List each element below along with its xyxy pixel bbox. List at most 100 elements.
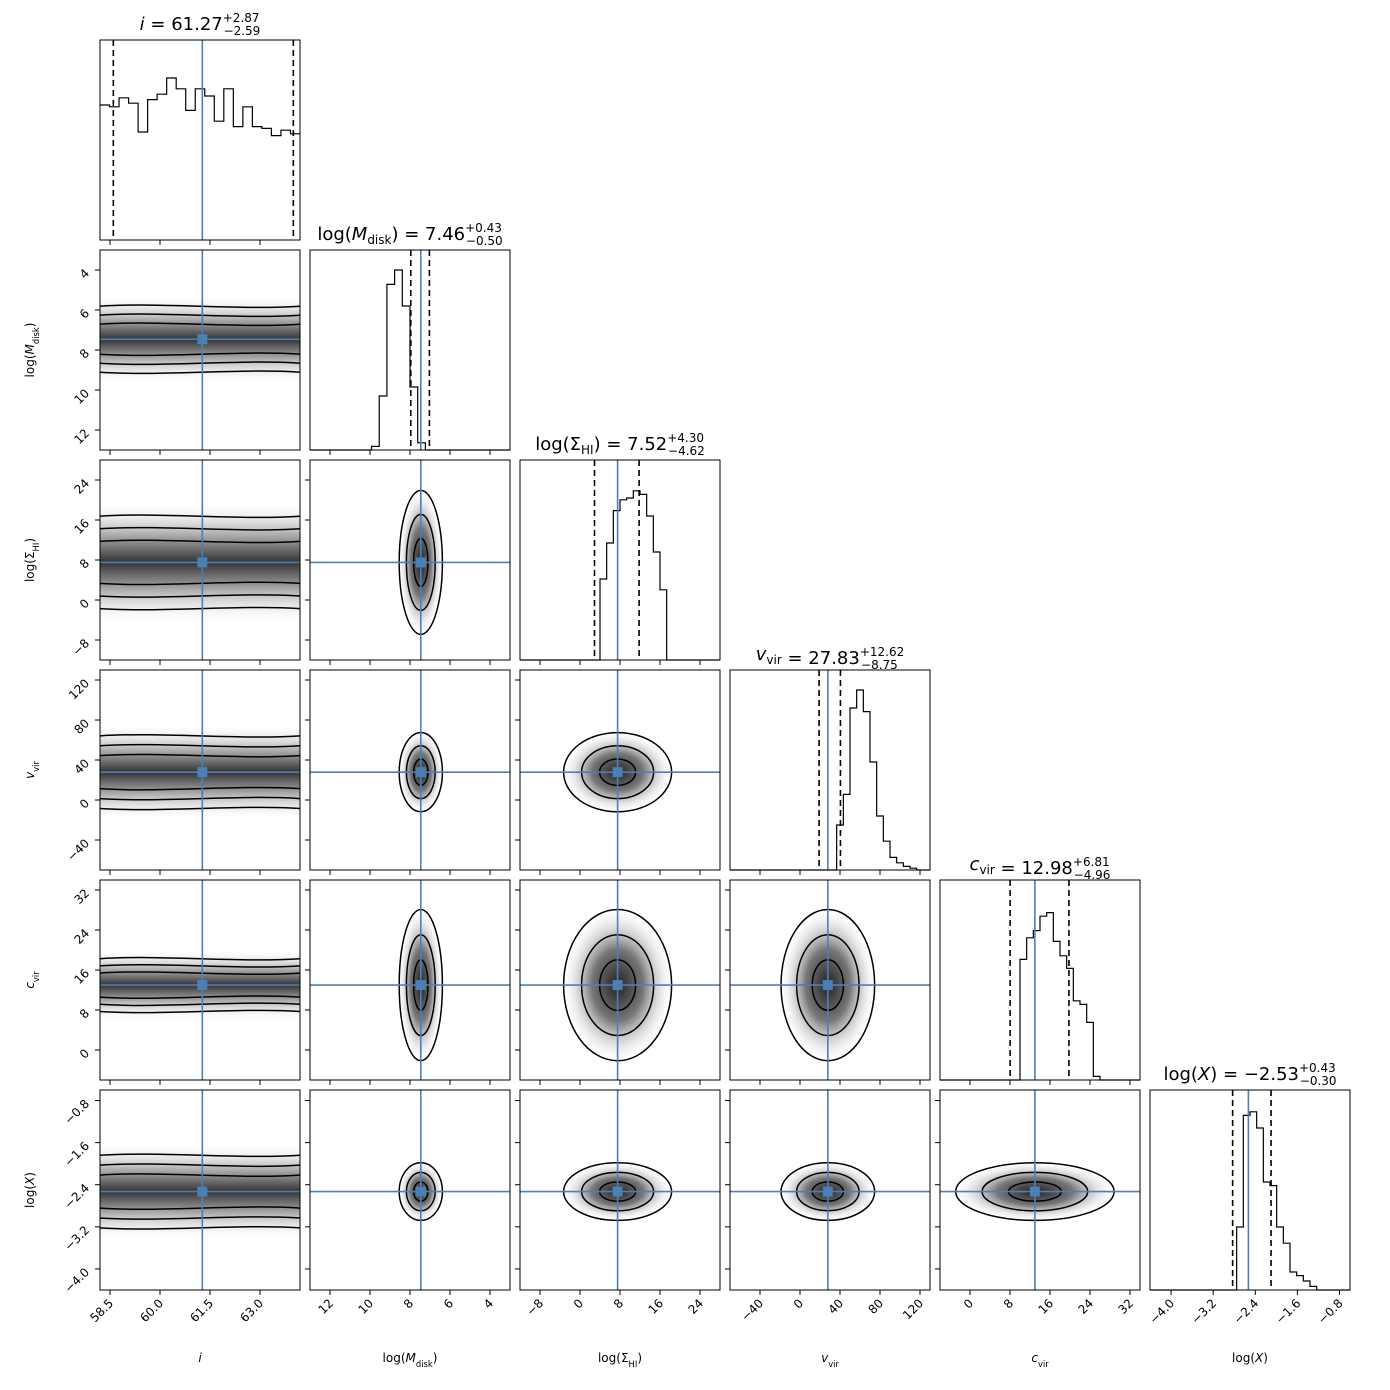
truth-marker-cvir-i — [197, 980, 208, 991]
histogram-logX — [1150, 1111, 1350, 1291]
y-tick-label: −3.2 — [62, 1223, 93, 1254]
x-tick-label: 10 — [355, 1296, 376, 1317]
x-tick-label: 24 — [685, 1296, 706, 1317]
panel-logX-i: 58.5 60.0 61.5 63.0 −4.0 −3.2 −2.4 −1.6 −0.8 — [62, 1089, 301, 1325]
contour-logSigmaHI-i-2 — [99, 514, 301, 611]
y-axis-label-vvir: vvir — [23, 761, 41, 779]
contour-logX-i-2 — [99, 1153, 301, 1230]
panel-vvir-i: −40 0 40 80 120 — [64, 669, 301, 875]
y-tick-label: 0 — [77, 1046, 92, 1061]
x-tick-label: 24 — [1075, 1296, 1096, 1317]
truth-marker-logSigmaHI-logMdisk — [415, 557, 426, 568]
x-tick-label: 6 — [441, 1296, 456, 1311]
x-axis-label-vvir: vvir — [821, 1351, 839, 1369]
y-tick-label: 16 — [71, 966, 92, 987]
panel-vvir-vvir: vvir = 27.83+12.62 −8.75 — [729, 644, 931, 875]
x-tick-label: −8 — [524, 1296, 546, 1318]
x-tick-label: 4 — [481, 1296, 496, 1311]
y-tick-label: 24 — [71, 926, 92, 947]
truth-marker-vvir-logMdisk — [415, 767, 426, 778]
y-tick-label: −40 — [64, 836, 92, 864]
panel-logMdisk-i: 12 10 8 6 4 — [71, 249, 301, 455]
contour-logX-i-0 — [99, 1173, 301, 1210]
truth-marker-logX-cvir — [1029, 1186, 1040, 1197]
panel-cvir-logMdisk — [305, 879, 511, 1085]
y-tick-label: −0.8 — [62, 1097, 93, 1128]
contour-logMdisk-i-0 — [99, 322, 301, 357]
x-axis-label-logX: log(X) — [1232, 1351, 1268, 1365]
y-tick-label: −2.4 — [62, 1181, 93, 1212]
title-cvir: cvir = 12.98+6.81 −4.96 — [970, 854, 1111, 882]
y-tick-label: 80 — [71, 716, 92, 737]
x-tick-label: 60.0 — [137, 1296, 166, 1325]
axes-frame — [939, 1089, 1141, 1291]
panel-i-i: i = 61.27+2.87 −2.59 — [99, 11, 301, 245]
contour-logX-i-1 — [99, 1163, 301, 1220]
y-tick-label: −8 — [70, 636, 92, 658]
histogram-cvir — [940, 912, 1140, 1081]
panel-logX-vvir: −40 0 40 80 120 — [725, 1089, 931, 1324]
y-tick-label: 120 — [66, 676, 92, 702]
panel-logSigmaHI-logSigmaHI: log(ΣHI) = 7.52+4.30 −4.62 — [519, 431, 721, 665]
truth-marker-vvir-i — [197, 767, 208, 778]
y-tick-label: 8 — [77, 346, 92, 361]
title-logX: log(X) = −2.53+0.43 −0.30 — [1163, 1061, 1336, 1088]
panel-logX-logX: log(X) = −2.53+0.43 −0.30 −4.0 −3.2 −2.4 −1.6… — [1147, 1061, 1351, 1327]
y-tick-label: −1.6 — [62, 1139, 93, 1170]
truth-marker-logSigmaHI-i — [197, 557, 208, 568]
x-tick-label: 0 — [961, 1296, 976, 1311]
truth-marker-cvir-vvir — [822, 980, 833, 991]
x-tick-label: −0.8 — [1315, 1296, 1346, 1327]
truth-marker-logX-i — [197, 1186, 208, 1197]
contour-logSigmaHI-i-1 — [99, 526, 301, 598]
y-tick-label: −4.0 — [62, 1265, 93, 1296]
panel-vvir-logMdisk — [305, 669, 511, 875]
title-logSigmaHI: log(ΣHI) = 7.52+4.30 −4.62 — [535, 431, 705, 458]
truth-marker-logX-logSigmaHI — [612, 1186, 623, 1197]
axes-frame — [99, 39, 301, 241]
contour-logMdisk-i-1 — [99, 313, 301, 366]
y-tick-label: 0 — [77, 796, 92, 811]
x-tick-label: 16 — [1035, 1296, 1056, 1317]
contour-vvir-i-2 — [99, 733, 301, 811]
y-tick-label: 10 — [71, 386, 92, 407]
truth-marker-logX-logMdisk — [415, 1186, 426, 1197]
panel-cvir-vvir — [725, 879, 931, 1085]
x-tick-label: −1.6 — [1273, 1296, 1304, 1327]
y-tick-label: 12 — [71, 426, 92, 447]
axes-frame — [99, 669, 301, 871]
histogram-i — [100, 77, 300, 137]
contour-cvir-i-2 — [99, 956, 301, 1014]
y-axis-label-logMdisk: log(Mdisk) — [23, 323, 41, 378]
axes-frame — [729, 1089, 931, 1291]
x-tick-label: 8 — [1001, 1296, 1016, 1311]
y-tick-label: 32 — [71, 886, 92, 907]
y-tick-label: 24 — [71, 476, 92, 497]
contour-logSigmaHI-i-0 — [99, 539, 301, 586]
y-tick-label: 0 — [77, 596, 92, 611]
x-tick-label: −2.4 — [1231, 1296, 1262, 1327]
panel-logX-cvir: 0 8 16 24 32 — [935, 1089, 1141, 1317]
x-tick-label: 120 — [900, 1296, 926, 1322]
x-tick-label: 61.5 — [187, 1296, 216, 1325]
histogram-vvir — [730, 689, 930, 871]
axes-frame — [939, 879, 1141, 1081]
x-axis-label-logMdisk: log(Mdisk) — [383, 1351, 438, 1369]
panel-logSigmaHI-logMdisk — [305, 459, 511, 665]
y-axis-label-logSigmaHI: log(ΣHI) — [23, 538, 41, 582]
x-tick-label: 16 — [645, 1296, 666, 1317]
axes-frame — [729, 879, 931, 1081]
title-vvir: vvir = 27.83+12.62 −8.75 — [756, 644, 905, 672]
axes-frame — [519, 459, 721, 661]
axes-frame — [729, 669, 931, 871]
contour-vvir-i-0 — [99, 753, 301, 791]
y-axis-label-cvir: cvir — [23, 971, 41, 989]
contour-cvir-i-1 — [99, 963, 301, 1007]
x-tick-label: 0 — [571, 1296, 586, 1311]
contour-cvir-i-0 — [99, 971, 301, 1000]
panel-logX-logMdisk: 12 10 8 6 4 — [305, 1089, 511, 1317]
x-tick-label: 0 — [791, 1296, 806, 1311]
truth-marker-vvir-logSigmaHI — [612, 767, 623, 778]
panel-vvir-logSigmaHI — [515, 669, 721, 875]
